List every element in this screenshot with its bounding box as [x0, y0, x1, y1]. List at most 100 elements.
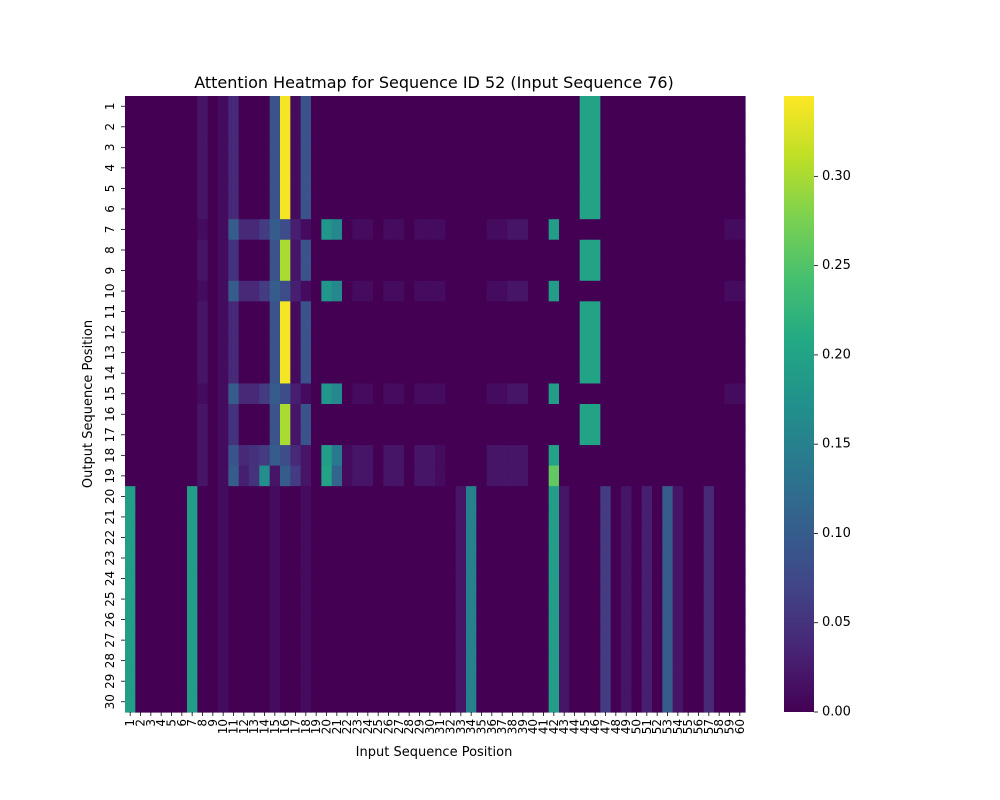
heatmap-cell [693, 301, 705, 323]
heatmap-cell [228, 178, 240, 200]
heatmap-cell [249, 506, 260, 528]
heatmap-cell [559, 486, 570, 508]
heatmap-cell [125, 650, 136, 672]
heatmap-cell [528, 691, 539, 713]
heatmap-cell [693, 404, 705, 426]
heatmap-cell [249, 301, 260, 323]
heatmap-cell [290, 260, 302, 282]
heatmap-cell [321, 239, 333, 261]
heatmap-cell [218, 260, 229, 282]
heatmap-cell [734, 568, 746, 590]
heatmap-cell [631, 178, 643, 200]
heatmap-cell [476, 650, 488, 672]
heatmap-cell [517, 629, 529, 651]
heatmap-cell [321, 301, 333, 323]
heatmap-cell [125, 280, 136, 302]
heatmap-cell [548, 342, 560, 364]
heatmap-cell [714, 588, 725, 610]
heatmap-cell [672, 424, 684, 446]
heatmap-cell [404, 424, 415, 446]
heatmap-cell [445, 691, 457, 713]
heatmap-cell [300, 650, 312, 672]
heatmap-cell [517, 239, 529, 261]
heatmap-cell [724, 116, 736, 138]
heatmap-cell [352, 383, 364, 405]
heatmap-cell [145, 506, 157, 528]
heatmap-cell [435, 342, 446, 364]
heatmap-cell [466, 178, 477, 200]
heatmap-cell [249, 321, 260, 343]
heatmap-cell [528, 362, 539, 385]
heatmap-cell [641, 178, 653, 200]
heatmap-cell [373, 609, 384, 631]
heatmap-cell [693, 691, 705, 713]
heatmap-cell [373, 96, 384, 118]
heatmap-cell [125, 362, 136, 385]
heatmap-cell [414, 424, 426, 446]
heatmap-cell [507, 609, 519, 631]
heatmap-cell [352, 670, 364, 693]
y-tick-label: 30 [103, 694, 117, 709]
heatmap-cell [393, 568, 405, 590]
heatmap-cell [693, 260, 705, 282]
heatmap-cell [652, 404, 663, 426]
heatmap-cell [424, 506, 436, 528]
heatmap-cell [414, 137, 426, 159]
heatmap-cell [156, 527, 167, 549]
x-tick-label: 14 [258, 719, 272, 734]
heatmap-cell [662, 96, 674, 118]
heatmap-cell [590, 280, 601, 302]
heatmap-cell [362, 486, 374, 508]
heatmap-cell [238, 321, 250, 343]
heatmap-cell [145, 568, 157, 590]
heatmap-cell [290, 280, 302, 302]
heatmap-cell [528, 219, 539, 241]
heatmap-cell [352, 362, 364, 385]
heatmap-cell [714, 96, 725, 118]
heatmap-cell [238, 404, 250, 426]
x-tick-label: 43 [557, 719, 571, 734]
heatmap-cell [476, 588, 488, 610]
heatmap-cell [507, 178, 519, 200]
heatmap-cell [135, 568, 147, 590]
heatmap-cell [207, 321, 219, 343]
heatmap-cell [280, 547, 291, 569]
heatmap-cell [600, 691, 612, 713]
heatmap-cell [662, 527, 674, 549]
heatmap-cell [238, 362, 250, 385]
heatmap-cell [548, 219, 560, 241]
heatmap-cell [621, 424, 632, 446]
heatmap-cell [321, 157, 333, 179]
heatmap-cell [683, 609, 694, 631]
heatmap-cell [569, 157, 581, 179]
heatmap-cell [352, 116, 364, 138]
heatmap-cell [559, 342, 570, 364]
heatmap-cell [424, 301, 436, 323]
heatmap-cell [579, 178, 591, 200]
heatmap-cell [269, 568, 281, 590]
heatmap-cell [238, 137, 250, 159]
heatmap-cell [125, 178, 136, 200]
heatmap-cell [249, 568, 260, 590]
heatmap-cell [207, 670, 219, 693]
heatmap-cell [145, 137, 157, 159]
heatmap-cell [466, 116, 477, 138]
heatmap-cell [187, 629, 198, 651]
heatmap-cell [476, 383, 488, 405]
heatmap-cell [135, 629, 147, 651]
heatmap-cell [280, 342, 291, 364]
heatmap-cell [187, 506, 198, 528]
heatmap-cell [476, 486, 488, 508]
heatmap-cell [662, 691, 674, 713]
heatmap-cell [207, 506, 219, 528]
heatmap-cell [228, 342, 240, 364]
heatmap-cell [466, 506, 477, 528]
heatmap-cell [280, 321, 291, 343]
heatmap-cell [176, 301, 188, 323]
heatmap-cell [662, 609, 674, 631]
heatmap-cell [342, 301, 353, 323]
heatmap-cell [693, 650, 705, 672]
heatmap-cell [331, 321, 343, 343]
heatmap-cell [579, 568, 591, 590]
heatmap-cell [652, 424, 663, 446]
